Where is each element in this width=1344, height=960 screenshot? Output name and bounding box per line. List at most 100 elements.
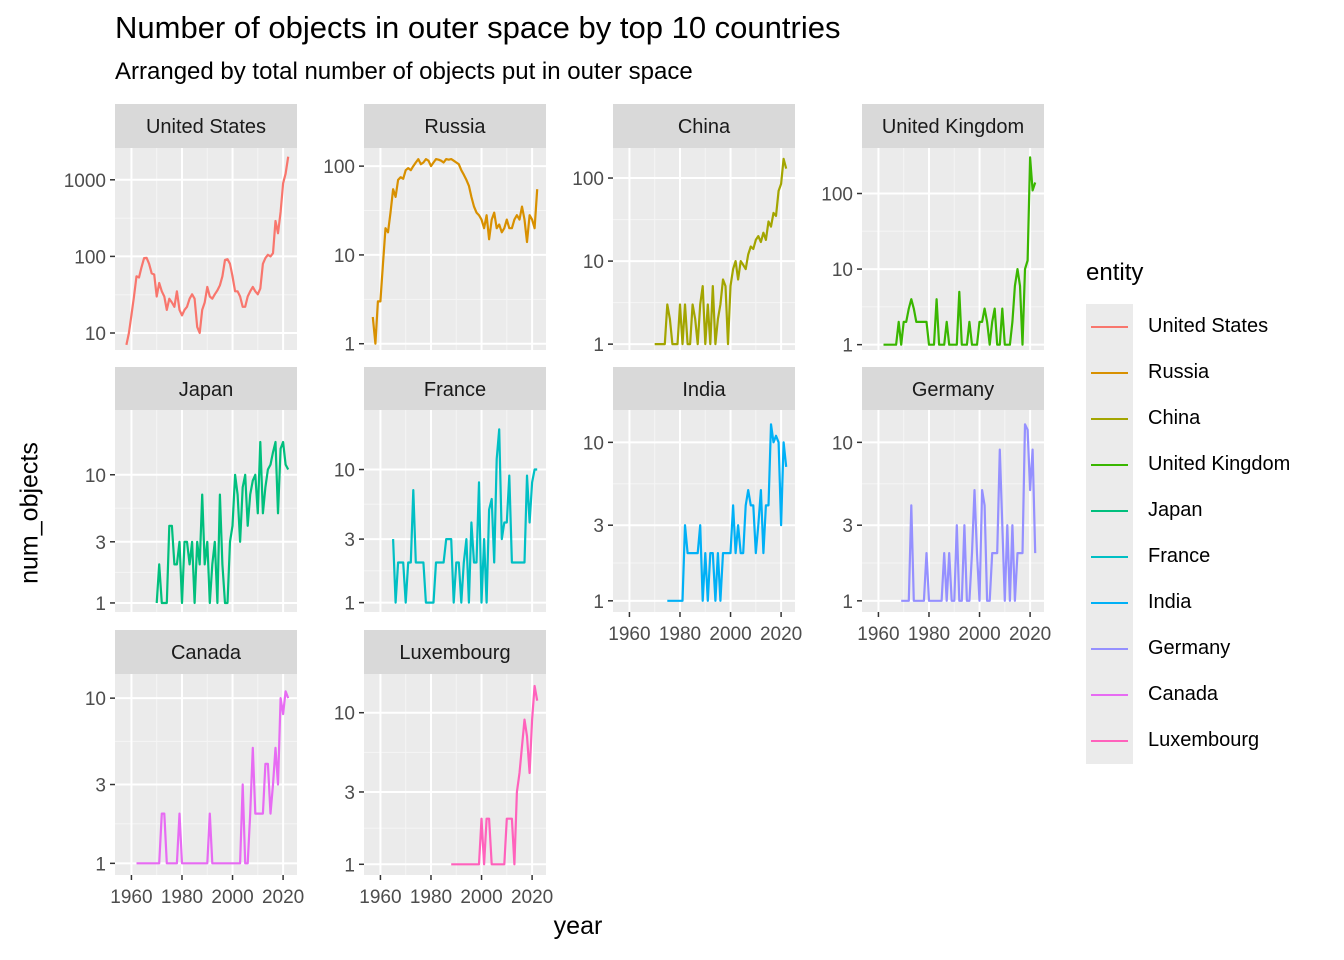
legend-item-germany: Germany [1086,626,1230,672]
y-tick-label: 100 [74,247,106,268]
facet-strip-label: United Kingdom [882,116,1024,138]
facet-strip-label: Japan [179,379,234,401]
chart-title: Number of objects in outer space by top … [115,10,841,45]
facet-strip [364,104,546,148]
facet-panel-united-kingdom: United Kingdom 1 10 100 [821,104,1044,357]
y-tick-label: 10 [85,324,106,345]
x-tick-label: 2000 [958,624,1000,645]
facet-panel-china: China 1 10 100 [572,104,795,356]
legend-swatch [1086,718,1133,764]
facet-panel-canada: Canada 1 3 10 1960 1980 2000 2020 [85,630,304,908]
y-tick-label: 3 [344,530,355,551]
legend-label: Canada [1148,683,1219,705]
panel-background [862,148,1044,350]
x-tick-label: 1960 [110,887,152,908]
x-tick-label: 1980 [659,624,701,645]
facet-panel-france: France 1 3 10 [334,367,546,615]
y-tick-label: 1 [95,594,106,615]
x-tick-label: 2020 [262,887,304,908]
legend-item-luxembourg: Luxembourg [1086,718,1259,764]
facet-panel-germany: Germany 1 3 10 1960 1980 2000 2020 [832,367,1051,645]
series-line-germany [901,423,1037,602]
x-tick-label: 2000 [460,887,502,908]
y-tick-label: 3 [344,783,355,804]
legend-swatch [1086,488,1133,534]
y-tick-label: 1 [842,336,853,357]
x-tick-label: 1960 [359,887,401,908]
legend-item-united-kingdom: United Kingdom [1086,442,1290,488]
legend-label: Russia [1148,361,1210,383]
y-tick-label: 10 [334,704,355,725]
legend-item-united-states: United States [1086,304,1268,350]
facet-panel-luxembourg: Luxembourg 1 3 10 1960 1980 2000 2020 [334,630,553,908]
series-line-united-kingdom [883,156,1037,346]
x-tick-label: 1960 [608,624,650,645]
x-tick-label: 1980 [908,624,950,645]
legend: entity United States Russia China United Ki… [1086,258,1336,764]
y-tick-label: 1 [344,594,355,615]
facet-strip [364,630,546,674]
facet-strip [115,630,297,674]
facet-strip-label: Luxembourg [399,642,510,664]
y-tick-label: 3 [95,776,106,797]
series-line-united-states [125,156,290,346]
x-tick-label: 1980 [161,887,203,908]
x-tick-label: 2020 [511,887,553,908]
y-tick-label: 3 [593,516,604,537]
y-tick-label: 10 [832,433,853,454]
facet-panel-india: India 1 3 10 1960 1980 2000 2020 [583,367,802,645]
y-tick-label: 1 [344,335,355,356]
legend-title: entity [1086,259,1144,286]
legend-swatch [1086,396,1133,442]
legend-label: France [1148,545,1211,567]
facet-panel-united-states: United States 10 100 1000 [64,104,297,350]
legend-item-russia: Russia [1086,350,1209,396]
y-tick-label: 1000 [64,171,106,192]
legend-keys: United States Russia China United Kingdom Ja… [1086,304,1290,764]
facet-strip [364,367,546,411]
legend-swatch [1086,580,1133,626]
series-line-canada [136,690,290,865]
legend-swatch [1086,672,1133,718]
x-tick-label: 2000 [709,624,751,645]
panel-background [364,148,546,350]
series-line-india [667,423,788,602]
facet-strip-label: Canada [171,642,242,664]
facet-panel-russia: Russia 1 10 100 [323,104,546,356]
legend-label: China [1148,407,1201,429]
legend-label: United Kingdom [1148,453,1291,475]
y-tick-label: 10 [583,252,604,273]
facet-strip-label: China [678,116,731,138]
y-tick-label: 3 [95,533,106,554]
legend-item-japan: Japan [1086,488,1203,534]
legend-swatch [1086,442,1133,488]
legend-swatch [1086,534,1133,580]
panel-background [115,410,297,612]
facet-panel-japan: Japan 1 3 10 [85,367,297,615]
legend-item-canada: Canada [1086,672,1218,718]
facet-strip-label: Russia [424,116,486,138]
y-tick-label: 100 [572,169,604,190]
x-tick-label: 1980 [410,887,452,908]
facet-strip [115,367,297,411]
y-tick-label: 10 [832,260,853,281]
facet-strip [115,104,297,148]
y-tick-label: 10 [85,689,106,710]
legend-swatch [1086,304,1133,350]
facet-strip-label: Germany [912,379,994,401]
y-tick-label: 100 [821,185,853,206]
y-tick-label: 10 [583,433,604,454]
facet-strip [862,367,1044,411]
legend-label: India [1148,591,1192,613]
chart-subtitle: Arranged by total number of objects put … [115,58,693,85]
y-tick-label: 1 [593,335,604,356]
y-tick-label: 1 [593,592,604,613]
y-tick-label: 1 [842,592,853,613]
y-axis-label: num_objects [15,442,44,584]
legend-item-france: France [1086,534,1210,580]
x-tick-label: 2020 [1009,624,1051,645]
series-line-luxembourg [451,684,539,866]
series-line-japan [155,440,290,605]
y-tick-label: 3 [842,516,853,537]
